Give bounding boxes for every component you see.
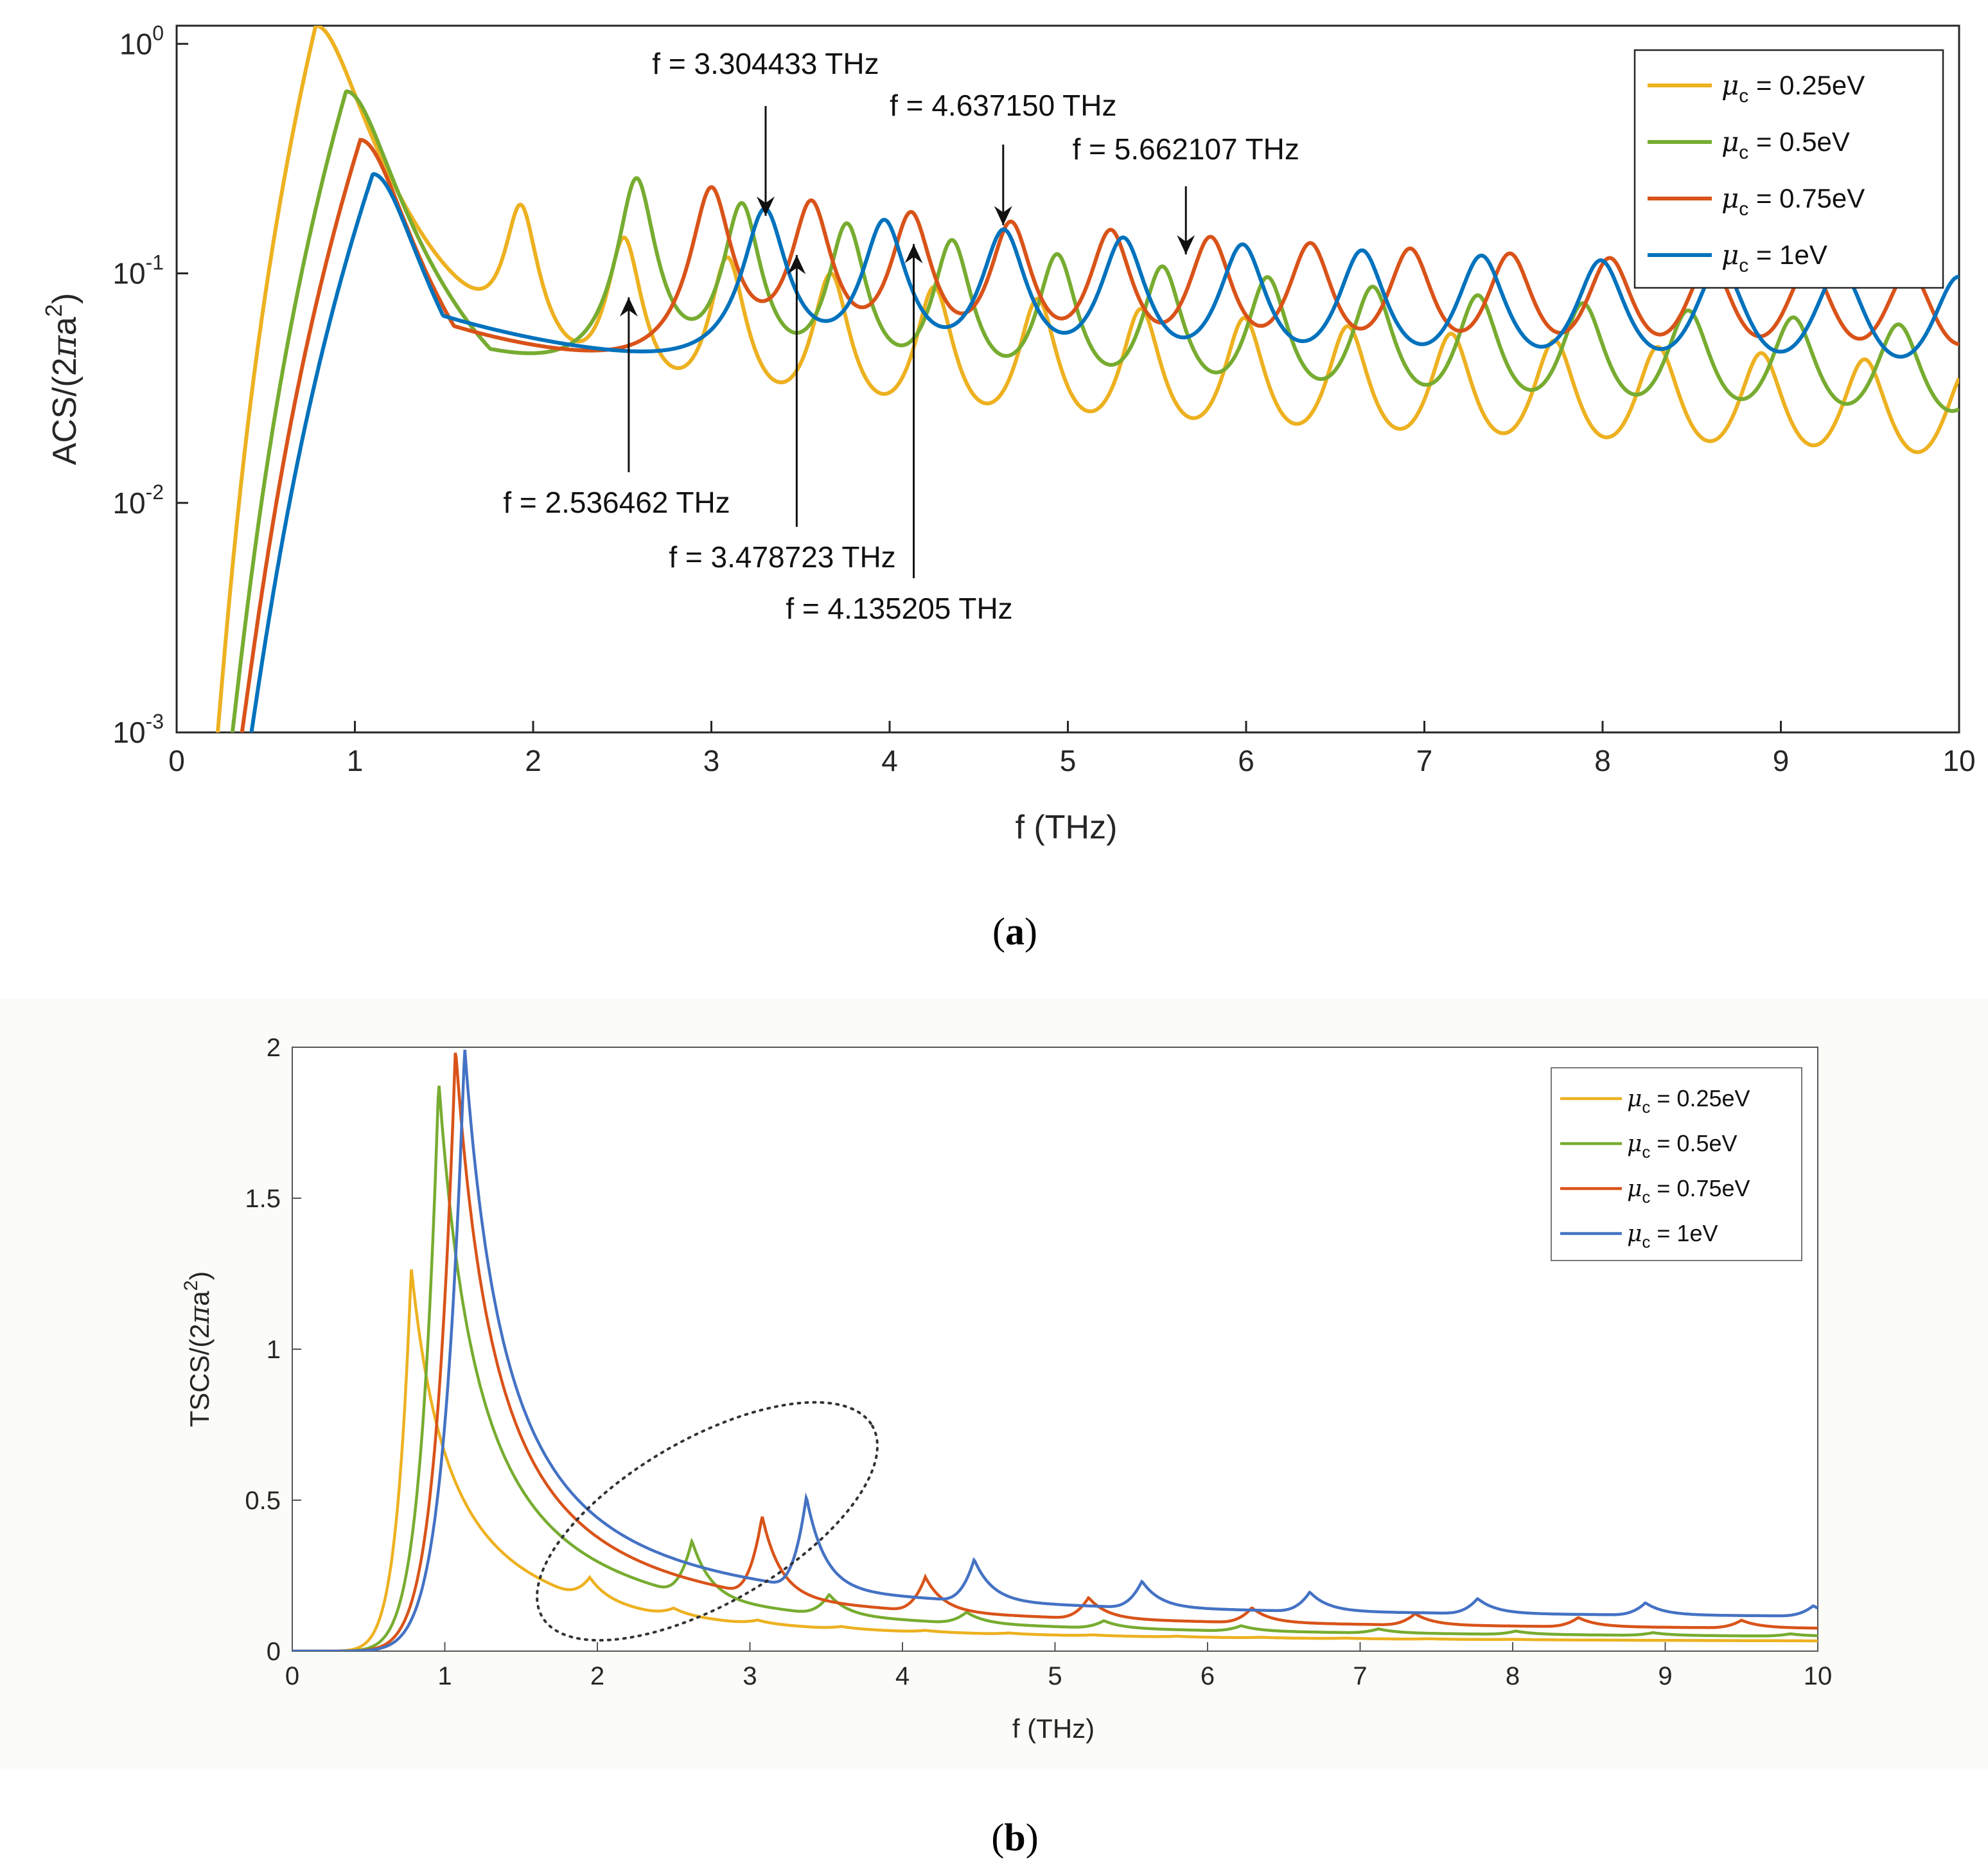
panel-b-x-tick-label: 9 xyxy=(1658,1662,1672,1690)
highlight-ellipse xyxy=(536,1401,879,1642)
panel-b-x-tick-label: 1 xyxy=(437,1662,452,1690)
panel-a-legend: μc = 0.25eV μc = 0.5eV μc = 0.75eV μc = 1eV xyxy=(1633,49,1944,289)
panel-b-x-tick-label: 5 xyxy=(1048,1662,1062,1690)
panel-a-x-tick-label: 10 xyxy=(1942,744,1975,777)
panel-a-y-tick-label: 10-3 xyxy=(112,710,164,749)
panel-b-y-tick-label: 0.5 xyxy=(245,1487,281,1515)
panel-a-x-axis-label: f (THz) xyxy=(1016,809,1118,846)
annotation-arrow-head xyxy=(904,243,923,263)
annotation-label: f = 3.478723 THz xyxy=(669,540,895,574)
annotation-label: f = 5.662107 THz xyxy=(1073,132,1299,166)
legend-entry-label: μc = 1eV xyxy=(1721,239,1827,276)
legend-entry-label: μc = 1eV xyxy=(1627,1220,1718,1252)
annotation-label: f = 3.304433 THz xyxy=(652,47,879,80)
panel-b-x-tick-label: 8 xyxy=(1506,1662,1520,1690)
panel-b-y-tick-label: 0 xyxy=(267,1638,281,1666)
legend-entry-label: μc = 0.5eV xyxy=(1721,126,1850,163)
panel-b-series-line xyxy=(292,1049,1818,1651)
panel-a-y-tick-label: 10-2 xyxy=(112,481,164,520)
legend-entry-label: μc = 0.75eV xyxy=(1627,1175,1750,1207)
annotation-label: f = 4.135205 THz xyxy=(786,592,1012,625)
annotation-arrow-head xyxy=(1177,234,1195,254)
panel-a-chart: 100 10-1 10-2 10-3 0 1 2 3 4 5 6 7 8 9 10 f = 3.30443… xyxy=(40,21,1976,953)
panel-b-series-lines xyxy=(292,1049,1818,1651)
panel-a-y-axis-label: ACS/(2πa2) xyxy=(40,293,84,465)
annotation-arrow-head xyxy=(619,297,638,317)
panel-a-x-tick-label: 9 xyxy=(1773,744,1790,777)
panel-a-x-tick-label: 7 xyxy=(1416,744,1433,777)
legend-entry-label: μc = 0.75eV xyxy=(1721,182,1865,220)
annotation-label: f = 4.637150 THz xyxy=(890,89,1116,122)
panel-a-x-tick-label: 2 xyxy=(525,744,541,777)
annotation-arrow-head xyxy=(756,196,775,216)
panel-a-x-tick-label: 6 xyxy=(1238,744,1254,777)
panel-a-x-tick-label: 4 xyxy=(881,744,898,777)
panel-a-x-tick-label: 3 xyxy=(703,744,720,777)
panel-b-x-tick-label: 10 xyxy=(1804,1662,1833,1690)
panel-a-caption: (a) xyxy=(992,910,1037,953)
panel-b-x-tick-label: 6 xyxy=(1201,1662,1215,1690)
panel-a-series-line xyxy=(249,172,1959,732)
panel-b-x-tick-label: 0 xyxy=(285,1662,299,1690)
panel-b-y-tick-label: 1 xyxy=(267,1336,281,1364)
panel-a-x-tick-label: 0 xyxy=(168,744,185,777)
panel-b-x-tick-label: 7 xyxy=(1353,1662,1367,1690)
annotation-label: f = 2.536462 THz xyxy=(503,486,730,519)
panel-a-legend-box xyxy=(1633,49,1944,289)
panel-b-y-axis-label: TSCS/(2πa2) xyxy=(180,1271,215,1428)
panel-b-series-line xyxy=(292,1085,1818,1651)
legend-entry-label: μc = 0.25eV xyxy=(1627,1085,1750,1117)
panel-a-x-tick-label: 5 xyxy=(1060,744,1077,777)
panel-a-series-line xyxy=(240,137,1959,732)
panel-a-y-tick-label: 10-1 xyxy=(112,251,164,290)
legend-entry-label: μc = 0.5eV xyxy=(1627,1130,1737,1162)
annotation-arrow-head xyxy=(787,254,806,274)
panel-b-x-tick-label: 4 xyxy=(895,1662,910,1690)
annotation-arrow-head xyxy=(994,206,1012,226)
panel-b-y-tick-label: 2 xyxy=(267,1034,281,1062)
panel-a-x-tick-label: 8 xyxy=(1594,744,1611,777)
panel-b-x-tick-label: 3 xyxy=(743,1662,757,1690)
panel-b-x-tick-label: 2 xyxy=(590,1662,604,1690)
panel-b-y-tick-label: 1.5 xyxy=(245,1185,281,1213)
panel-a-x-tick-label: 1 xyxy=(347,744,364,777)
panel-b-legend: μc = 0.25eV μc = 0.5eV μc = 0.75eV μc = 1eV xyxy=(1551,1067,1802,1261)
panel-a-y-tick-label: 100 xyxy=(119,21,164,60)
legend-entry-label: μc = 0.25eV xyxy=(1721,69,1865,107)
panel-b-series-line xyxy=(292,1052,1818,1651)
panel-b-chart: 0 0.5 1 1.5 2 0 1 2 3 4 5 6 7 8 9 10 f (THz) TSCS/(2πa… xyxy=(0,999,1988,1859)
panel-b-series-line xyxy=(292,1269,1818,1651)
panel-b-caption: (b) xyxy=(991,1816,1038,1859)
panel-a-series-lines xyxy=(215,26,1959,732)
panel-b-x-axis-label: f (THz) xyxy=(1012,1713,1095,1744)
